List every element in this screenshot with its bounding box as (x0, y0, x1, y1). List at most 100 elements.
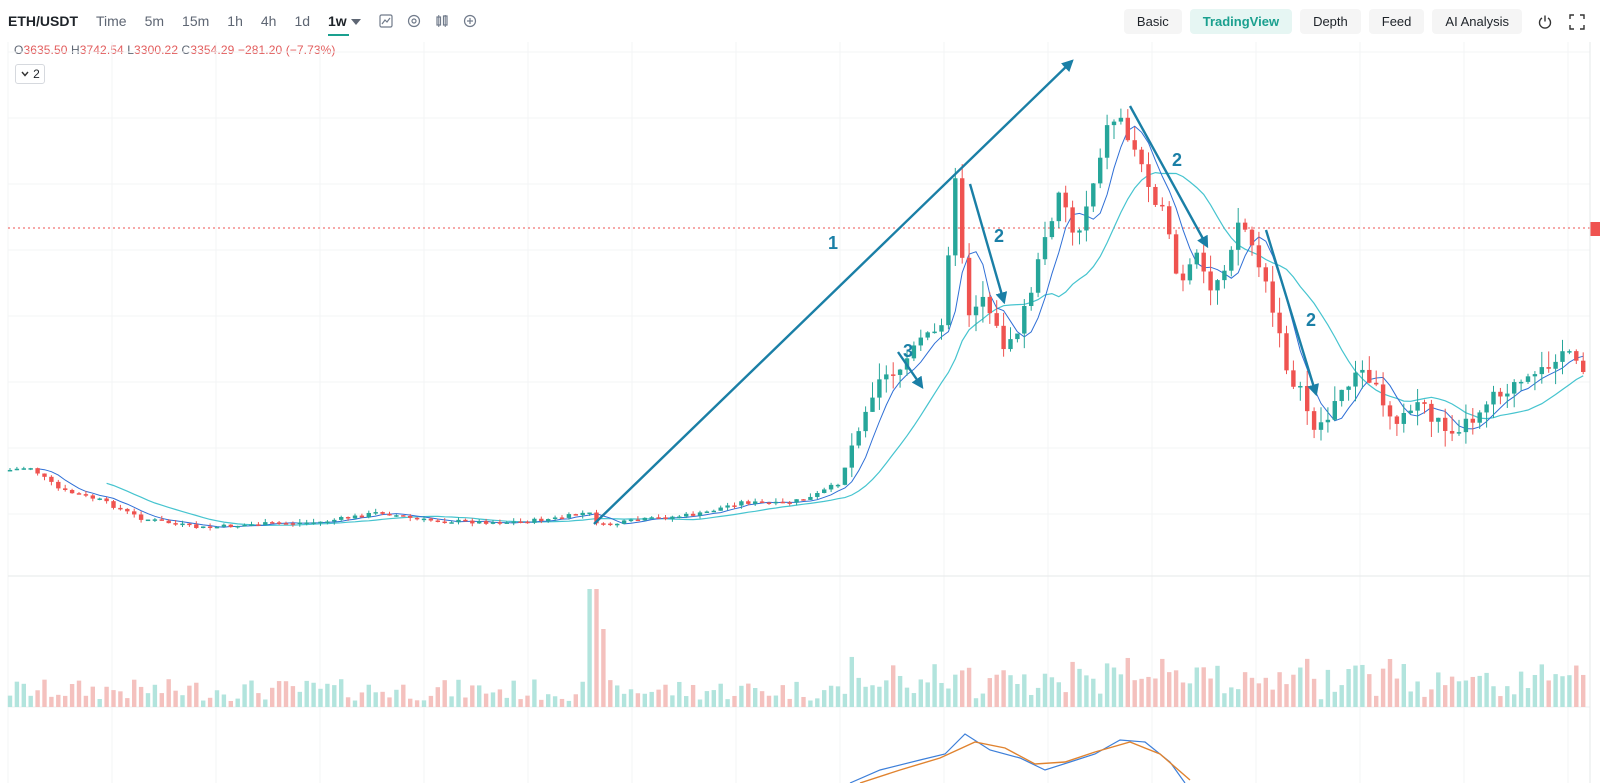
volume-bar (1346, 669, 1351, 707)
volume-bar (815, 698, 820, 707)
candle-body (518, 521, 523, 524)
candle-body (663, 517, 668, 520)
volume-bar (1380, 668, 1386, 707)
candle-body (325, 521, 330, 523)
candle-body (649, 517, 654, 519)
candle-body (194, 524, 199, 529)
volume-bar (290, 686, 296, 707)
volume-bar (1291, 674, 1296, 707)
timeframe-4h[interactable]: 4h (260, 13, 277, 29)
candle-body (1222, 270, 1227, 281)
candle-body (297, 522, 302, 525)
timeframe-15m[interactable]: 15m (182, 13, 210, 29)
candle-body (449, 522, 454, 524)
settings-icon[interactable] (407, 14, 421, 28)
candle-body (932, 331, 937, 334)
volume-bar (518, 699, 523, 707)
candle-body (1029, 292, 1034, 307)
price-chart[interactable]: 1 2 2 2 3 (0, 42, 1600, 783)
candle-body (63, 488, 68, 490)
candle-body (1525, 376, 1531, 382)
candle-body (759, 501, 765, 503)
volume-bar (1318, 699, 1324, 707)
annotation-label-2c: 2 (1306, 310, 1316, 330)
candle-body (1380, 384, 1386, 406)
volume-bar (891, 665, 896, 707)
volume-bar (718, 683, 723, 707)
candle-body (394, 515, 399, 517)
volume-bar (504, 697, 509, 707)
fullscreen-icon[interactable] (1568, 13, 1586, 31)
volume-bar (911, 693, 917, 707)
candle-body (870, 397, 875, 412)
volume-bar (1567, 675, 1572, 707)
candle-body (173, 523, 178, 525)
volume-bar (835, 686, 841, 707)
candle-body (118, 507, 123, 510)
volume-bar (1484, 672, 1489, 707)
add-icon[interactable] (463, 14, 477, 28)
volume-bar (1422, 696, 1427, 707)
view-feed[interactable]: Feed (1368, 9, 1425, 34)
volume-bar (387, 697, 392, 707)
timeframe-1h[interactable]: 1h (227, 13, 243, 29)
candle-body (1311, 411, 1317, 430)
power-icon[interactable] (1536, 13, 1554, 31)
candle-body (1560, 351, 1565, 362)
volume-bar (14, 681, 20, 707)
timeframe-1w[interactable]: 1w (328, 13, 361, 36)
candle-body (49, 476, 54, 482)
annotation-label-1: 1 (828, 233, 838, 253)
volume-bar (746, 683, 751, 707)
volume-bar (1208, 678, 1213, 707)
volume-bar (1167, 672, 1172, 707)
candle-body (483, 521, 489, 524)
volume-bar (263, 699, 268, 707)
candle-body (256, 524, 261, 526)
candle-body (1415, 402, 1420, 411)
chevron-down-icon (21, 71, 29, 77)
candle-body (849, 445, 854, 468)
volume-bar (1546, 680, 1551, 707)
volume-bar (1201, 667, 1206, 707)
candle-body (1098, 157, 1103, 184)
volume-bar (1242, 672, 1248, 707)
volume-bar (1139, 678, 1144, 707)
candle-body (1574, 351, 1579, 361)
volume-bar (953, 674, 958, 707)
volume-bar (1553, 674, 1558, 707)
view-tradingview[interactable]: TradingView (1189, 9, 1293, 34)
timeframe-5m[interactable]: 5m (144, 13, 165, 29)
volume-bar (56, 694, 61, 707)
view-depth[interactable]: Depth (1300, 9, 1361, 34)
candle-body (1360, 369, 1365, 373)
view-basic[interactable]: Basic (1123, 9, 1182, 34)
candle-body (1015, 333, 1020, 340)
indicator-toggle[interactable]: 2 (15, 64, 45, 84)
compare-icon[interactable] (435, 14, 449, 28)
chart-toolbar: ETH/USDT Time 5m 15m 1h 4h 1d 1w Basic T… (0, 0, 1600, 42)
volume-bar (656, 689, 661, 707)
candle-body (1242, 222, 1248, 230)
volume-bar (649, 691, 654, 707)
timeframe-1d[interactable]: 1d (294, 13, 311, 29)
volume-bar (35, 690, 40, 707)
volume-bar (808, 700, 813, 707)
volume-bar (1049, 677, 1055, 707)
view-ai-analysis[interactable]: AI Analysis (1432, 9, 1522, 34)
volume-bar (318, 688, 323, 707)
indicator-icon[interactable] (379, 14, 393, 28)
volume-bar (1249, 677, 1255, 707)
volume-bar (118, 691, 123, 707)
candle-body (1367, 369, 1372, 383)
candle-body (615, 523, 620, 526)
candle-body (235, 525, 240, 528)
candle-body (1208, 271, 1213, 291)
candle-body (242, 524, 247, 527)
volume-bar (345, 697, 351, 707)
candle-body (1394, 416, 1400, 424)
candle-body (83, 494, 89, 496)
candle-body (1546, 367, 1551, 369)
timeframe-time[interactable]: Time (96, 13, 127, 29)
candle-body (801, 499, 806, 501)
